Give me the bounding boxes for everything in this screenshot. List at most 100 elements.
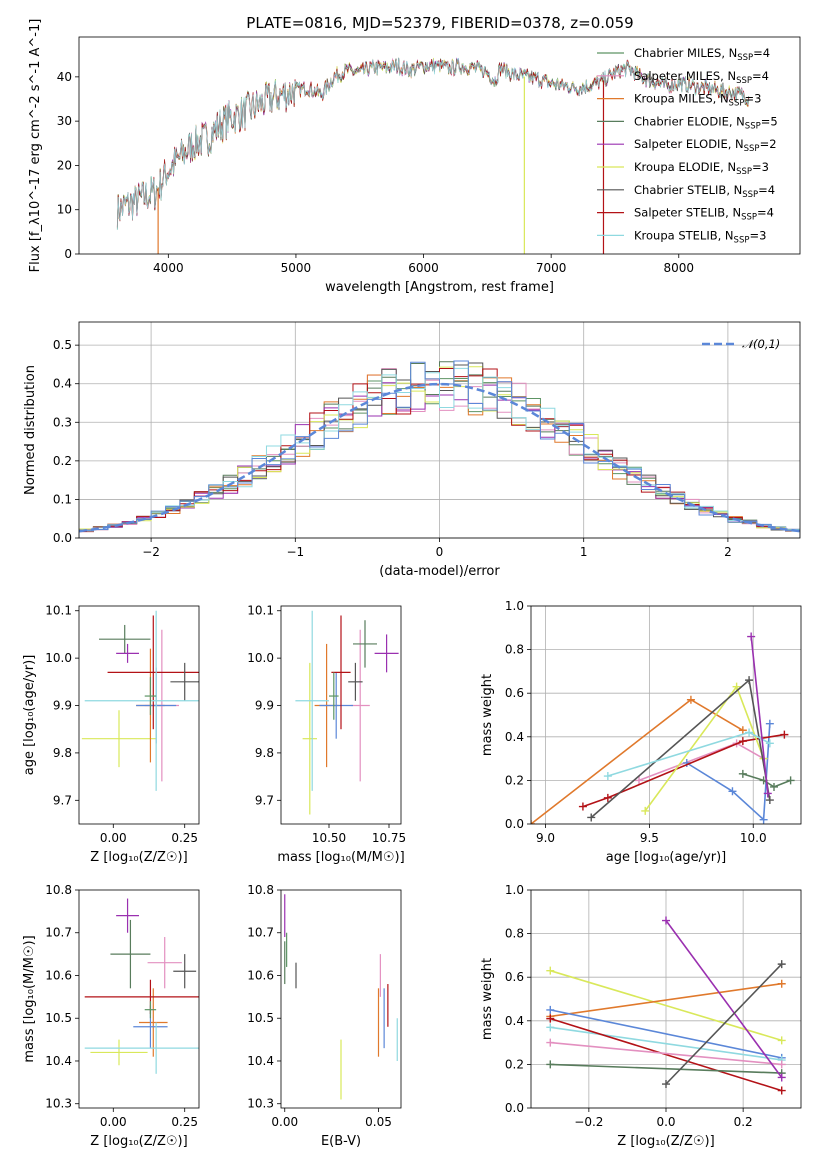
y-tick-label: 0.0: [53, 531, 72, 545]
error-bar-point: [350, 629, 370, 782]
weight_vs_age-frame: [530, 605, 802, 825]
y-tick-label: 0: [64, 247, 72, 261]
x-tick-label: 10.75: [372, 831, 406, 845]
weight_vs_Z-axes: −0.2 0.0 0.2 0.0 0.2 0.4 0.6 0.8 1.0 Z [log₁₀(Z/Z…: [480, 883, 801, 1149]
weight-marker: [738, 769, 747, 778]
y-axis-label: mass [log₁₀(M/M☉)]: [22, 935, 37, 1062]
weight-line: [686, 723, 771, 822]
normal-curve: [79, 382, 800, 533]
x-tick-label: 10.0: [740, 831, 767, 845]
weight_vs_age-grid: [531, 605, 801, 825]
spectrum-lines: [116, 57, 750, 254]
weight-marker: [770, 782, 778, 791]
mass_vs_Z-frame: [78, 889, 200, 1109]
y-tick-label: 0.2: [53, 454, 72, 468]
x-axis-label: (data-model)/error: [379, 564, 500, 579]
age_vs_mass-points: [295, 610, 399, 815]
weight-marker: [738, 726, 747, 735]
error-bar-point: [173, 954, 197, 989]
weight-marker: [587, 813, 596, 822]
legend-label: 𝒩(0,1): [742, 337, 780, 351]
x-tick-label: 0.05: [365, 1115, 392, 1129]
x-tick-label: 8000: [663, 261, 694, 275]
weight-line: [550, 969, 782, 1042]
x-tick-label: 7000: [536, 261, 567, 275]
y-tick-label: 20: [57, 158, 72, 172]
y-tick-label: 0.2: [505, 1057, 524, 1071]
legend-label: Chabrier MILES, NSSP=4: [634, 46, 770, 63]
y-tick-label: 0.6: [505, 686, 524, 700]
weight-marker: [546, 966, 555, 975]
x-tick-label: 0.00: [100, 1115, 127, 1129]
x-tick-label: 4000: [153, 261, 184, 275]
x-tick-label: 0.2: [734, 1115, 753, 1129]
weight-marker: [662, 916, 670, 925]
error-bar-point: [147, 937, 182, 989]
y-tick-label: 30: [57, 114, 72, 128]
y-tick-label: 10.6: [45, 968, 72, 982]
y-tick-label: 0.8: [505, 643, 524, 657]
y-axis-label: Normed distribution: [23, 365, 38, 495]
x-tick-label: 2: [724, 545, 732, 559]
x-tick-label: 10.50: [312, 831, 346, 845]
x-axis-label: wavelength [Angstrom, rest frame]: [325, 280, 554, 295]
weight-marker: [765, 719, 774, 728]
weight-line: [550, 1009, 782, 1059]
weight-marker: [745, 728, 754, 737]
x-tick-label: 9.5: [640, 831, 659, 845]
error-bar-point: [116, 898, 139, 933]
y-tick-label: 1.0: [505, 883, 524, 897]
y-tick-label: 9.8: [255, 746, 274, 760]
error-bar-point: [90, 1039, 148, 1066]
figure-title: PLATE=0816, MJD=52379, FIBERID=0378, z=0…: [246, 14, 633, 32]
weight-marker: [765, 796, 774, 805]
y-tick-label: 10.7: [247, 926, 274, 940]
age_vs_Z-points: [81, 610, 199, 791]
y-tick-label: 9.9: [53, 699, 72, 713]
weight-marker: [777, 1073, 786, 1082]
error-bar-point: [139, 988, 168, 1057]
weight-line: [607, 731, 771, 777]
weight-marker: [765, 739, 774, 748]
weight-marker: [777, 960, 786, 969]
weight-marker: [546, 1038, 555, 1047]
weight-line: [742, 773, 791, 788]
error-bar-point: [331, 615, 351, 730]
y-tick-label: 10.4: [45, 1054, 72, 1068]
age_vs_mass-axes: 10.50 10.75 9.7 9.8 9.9 10.0 10.1 mass [log₁₀(M…: [247, 604, 406, 865]
weight-marker: [641, 806, 650, 815]
weight-line: [750, 636, 769, 794]
y-tick-label: 9.7: [53, 793, 72, 807]
weight-line: [550, 1063, 782, 1074]
age_vs_Z-axes: 0.00 0.25 9.7 9.8 9.9 10.0 10.1 Z [log₁₀(Z/Z☉)]…: [22, 604, 198, 865]
error-bar-point: [170, 662, 199, 701]
age_vs_mass-frame: [280, 605, 402, 825]
residuals-axes: −2 −1 0 1 2 0.0 0.1 0.2 0.3 0.4 0.5 (data-model)/er…: [23, 322, 800, 579]
weight-marker: [686, 695, 695, 704]
spectrum-kroupa-stelib: [116, 57, 750, 230]
weight-line: [531, 698, 744, 824]
y-tick-label: 9.7: [255, 793, 274, 807]
weight-marker: [759, 815, 768, 824]
weight-marker: [777, 1060, 786, 1069]
legend-label: Chabrier STELIB, NSSP=4: [634, 183, 775, 200]
weight-marker: [635, 776, 643, 785]
error-bar-point: [116, 643, 139, 663]
legend-label: Salpeter STELIB, NSSP=4: [634, 206, 774, 223]
spectrum-axes: 4000 5000 6000 7000 8000 0 10 20 30 40 wavelength …: [28, 19, 694, 295]
weight-line: [665, 963, 783, 1085]
weight-marker: [728, 787, 737, 796]
weight_vs_Z-series: [546, 916, 786, 1095]
x-tick-label: 0.00: [100, 831, 127, 845]
x-tick-label: 6000: [408, 261, 439, 275]
y-axis-label: Flux [f_λ10^-17 erg cm^-2 s^-1 A^-1]: [28, 19, 43, 273]
weight-marker: [546, 1014, 555, 1023]
x-axis-label: Z [log₁₀(Z/Z☉)]: [617, 1134, 714, 1149]
error-bar-point: [99, 624, 151, 654]
y-tick-label: 0.8: [505, 927, 524, 941]
x-tick-label: 9.0: [536, 831, 555, 845]
weight-marker: [546, 1005, 555, 1014]
x-tick-label: −2: [142, 545, 160, 559]
y-tick-label: 0.1: [53, 492, 72, 506]
x-tick-label: 0: [436, 545, 444, 559]
